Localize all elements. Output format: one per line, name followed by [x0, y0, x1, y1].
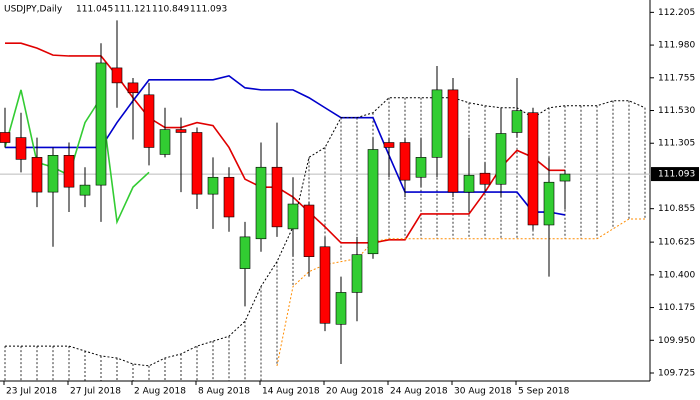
- chart-title: USDJPY,Daily: [4, 5, 63, 15]
- candle-body: [223, 176, 235, 218]
- candle-body: [255, 166, 267, 240]
- candle-body: [399, 142, 411, 181]
- candle-body: [95, 62, 107, 186]
- candle-body: [383, 142, 395, 148]
- candle-body: [0, 132, 11, 143]
- y-tick-label: 111.305: [658, 139, 695, 149]
- candle-body: [559, 173, 571, 182]
- y-tick-label: 109.950: [658, 336, 695, 346]
- candle-body: [159, 129, 171, 155]
- candle-body: [47, 155, 59, 193]
- candle-body: [63, 155, 75, 188]
- candle-body: [335, 292, 347, 325]
- x-tick-label: 24 Aug 2018: [390, 387, 448, 397]
- candle-body: [127, 82, 139, 94]
- candle-body: [543, 181, 555, 226]
- candle-body: [479, 172, 491, 185]
- candle-body: [367, 149, 379, 255]
- y-tick-label: 110.855: [658, 204, 695, 214]
- candle-body: [463, 174, 475, 193]
- x-tick-label: 27 Jul 2018: [70, 387, 121, 397]
- x-tick-label: 2 Aug 2018: [134, 387, 186, 397]
- candle-body: [415, 157, 427, 178]
- candle-body: [191, 132, 203, 195]
- candle-body: [15, 137, 27, 160]
- header-open: 111.045: [76, 5, 113, 15]
- candle-body: [239, 236, 251, 269]
- y-tick-label: 109.725: [658, 369, 695, 379]
- candle-body: [111, 67, 123, 84]
- indicator-line: [5, 97, 646, 367]
- header-low: 110.849: [152, 5, 189, 15]
- indicator-line: [276, 218, 645, 366]
- x-tick-label: 8 Aug 2018: [198, 387, 250, 397]
- y-tick-label: 110.400: [658, 270, 695, 280]
- candle-body: [319, 246, 331, 324]
- candle-body: [207, 176, 219, 195]
- candle-body: [447, 89, 459, 193]
- candle-body: [351, 254, 363, 293]
- candle-body: [271, 166, 283, 228]
- price-tag-label: 111.093: [658, 170, 695, 180]
- x-tick-label: 5 Sep 2018: [518, 387, 570, 397]
- candle-body: [495, 133, 507, 185]
- y-tick-label: 110.625: [658, 238, 695, 248]
- candle-body: [31, 157, 43, 193]
- indicator-line: [4, 89, 150, 225]
- candle-body: [527, 112, 539, 226]
- candle-body: [143, 94, 155, 148]
- indicator-line: [5, 42, 565, 244]
- x-tick-label: 14 Aug 2018: [262, 387, 320, 397]
- y-tick-label: 111.755: [658, 73, 695, 83]
- candle-body: [287, 203, 299, 230]
- header-close: 111.093: [190, 5, 227, 15]
- price-tag: [651, 167, 699, 182]
- y-tick-label: 112.205: [658, 8, 695, 18]
- header-high: 111.121: [114, 5, 151, 15]
- candle-body: [511, 110, 523, 133]
- candle-body: [79, 184, 91, 196]
- x-tick-label: 30 Aug 2018: [454, 387, 512, 397]
- y-tick-label: 111.530: [658, 106, 695, 116]
- y-tick-label: 110.175: [658, 303, 695, 313]
- candle-body: [303, 204, 315, 257]
- x-tick-label: 23 Jul 2018: [6, 387, 57, 397]
- candle-body: [431, 89, 443, 158]
- y-tick-label: 111.980: [658, 41, 695, 51]
- candle-body: [175, 129, 187, 133]
- x-tick-label: 20 Aug 2018: [326, 387, 384, 397]
